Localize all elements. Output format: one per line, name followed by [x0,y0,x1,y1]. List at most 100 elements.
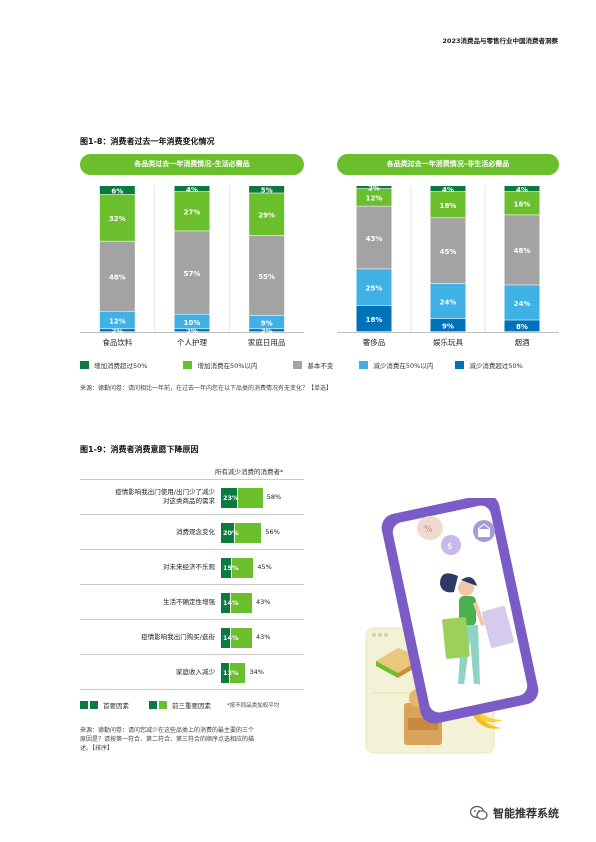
bar-segment [174,186,210,192]
bar-primary: 14% [221,627,239,648]
page-header: 2023消费品与零售行业中国消费者洞察 [442,37,558,45]
reason-row: 疫情影响我出门使用/出门少了减少 对这类商品的需求 23% 58% [80,480,304,515]
bar-data-label: 48% [514,247,531,255]
bar-data-label: 6% [111,187,123,195]
bar-segment [99,241,135,311]
legend-item-unchanged: 基本不变 [293,360,333,370]
dollar-bubble-icon: $ [441,535,461,555]
svg-text:$: $ [447,542,453,552]
bar-data-label: 16% [514,201,531,209]
bar-data-label: 5% [261,187,273,195]
bar-top3-label: 58% [266,493,282,501]
bar-segment [174,329,210,332]
bar-data-label: 8% [516,323,528,331]
bar-data-label: 25% [366,284,383,292]
shopping-bag-green-icon [442,617,470,659]
reason-row: 对未来经济不乐观 15% 45% [80,550,304,585]
reason-label: 家庭收入减少 [176,668,215,676]
bar-top3-label: 34% [249,668,264,676]
fig18-left-pill: 各品类过去一年消费情况–生活必需品 [80,154,304,175]
bar-segment [99,194,135,241]
bar-data-label: 32% [109,215,126,223]
bar-segment [356,305,392,332]
bar-segment [249,315,285,329]
bar-primary: 23% [221,487,239,508]
discount-tag-icon: % [417,516,443,540]
fig19-footnote: *按不同品类加权平均 [227,703,280,709]
fig19-source-line-3: 述。【排序】 [80,745,114,752]
shopping-illustration: % $ [365,498,539,754]
bar-segment [430,186,466,192]
bar-top3-label: 45% [257,563,272,571]
bar-top3-label: 43% [255,633,271,641]
legend-item-increase-within-50: 增加消费在50%以内 [183,360,257,370]
bar-data-label: 55% [258,273,275,281]
reason-row: 生活不确定性增强 14% 43% [80,585,304,620]
category-label: 食品饮料 [102,337,132,347]
bar-data-label: 57% [184,270,201,278]
bar-data-label: 48% [109,274,126,282]
legend-item-top3-factor: 前三重要因素 [149,700,211,710]
bar-primary: 15% [221,557,239,578]
phone-illustration: % $ [381,498,539,724]
bar-data-label: 4% [442,186,454,194]
bar-segment [249,235,285,316]
bar-segment [430,218,466,284]
bar-primary: 14% [221,592,239,613]
fig19-top-divider [80,479,304,480]
fig19-legend: 首要因素 前三重要因素 *按不同品类加权平均 [80,700,279,710]
fig19-subtitle: 所有减少消费的消费者* [215,468,284,476]
bar-segment [356,206,392,269]
bar-segment [504,285,540,320]
bar-data-label: 10% [184,319,201,327]
legend-item-decrease-within-50: 减少消费在50%以内 [359,360,433,370]
legend-item-decrease-over-50: 减少消费超过50% [455,360,523,370]
bar-segment [99,186,135,195]
chart-essentials: 2%12%48%32%6%食品饮料2%10%57%27%4%个人护理2%9%55… [80,186,304,347]
bar-segment [174,314,210,329]
reason-label: 疫情影响我出门购买/逛街 [141,633,215,641]
category-label: 家庭日用品 [248,337,286,347]
bar-data-label: 29% [258,211,275,219]
bar-data-label: 24% [440,298,457,306]
fig19-source-line-2: 原因是？请按第一符合、第二符合、第三符合的顺序点选相应的描 [80,736,255,743]
fig18-source: 来源：德勤问卷：请问相比一年前，在过去一年内您在以下品类的消费情况有无变化？【单… [80,385,333,392]
category-label: 烟酒 [515,338,530,347]
bar-segment [504,320,540,332]
bar-segment [99,311,135,329]
bar-data-label: 9% [261,320,273,328]
bar-top3-label: 43% [255,598,271,606]
bar-data-label: 2% [261,328,273,336]
shopping-bag-purple-icon [481,605,515,649]
fig19-source-line-1: 来源：德勤问卷：请问您减少在这些品类上的消费的最主要的三个 [80,727,255,734]
category-label: 奢侈品 [363,337,386,347]
bar-segment [504,186,540,192]
bar-segment [174,191,210,231]
bar-data-label: 2% [111,328,123,336]
bar-data-label: 27% [184,209,201,217]
bar-data-label: 18% [366,316,383,324]
bar-segment [249,186,285,193]
bar-segment [249,329,285,332]
reason-label: 对未来经济不乐观 [163,563,215,571]
reason-label: 疫情影响我出门使用/出门少了减少 对这类商品的需求 [115,488,215,505]
bar-data-label: 2% [186,328,198,336]
bar-data-label: 45% [440,248,457,256]
bar-segment [430,191,466,218]
bar-segment [249,193,285,236]
fig18-legend: 增加消费超过50% 增加消费在50%以内 基本不变 减少消费在50%以内 减少消… [80,360,560,370]
bar-data-label: 4% [186,186,198,194]
reason-row: 疫情影响我出门购买/逛街 14% 43% [80,620,304,655]
bar-segment [356,188,392,206]
bar-segment [430,318,466,332]
chart-nonessentials: 18% 25% 43% 12% 2% 奢侈品 9% 24% 45% 18% 4% 娱乐玩具 8% 24% 4… [337,184,559,347]
reason-label: 生活不确定性增强 [163,598,215,606]
bar-segment [356,269,392,306]
reason-row: 消费观念变化 20% 56% [80,515,304,550]
bar-data-label: 4% [516,186,528,194]
bar-data-label: 2% [368,184,380,192]
bar-segment [504,215,540,285]
shopping-basket-icon [473,520,495,542]
bar-data-label: 12% [366,195,383,203]
legend-item-primary-factor: 首要因素 [80,700,129,710]
